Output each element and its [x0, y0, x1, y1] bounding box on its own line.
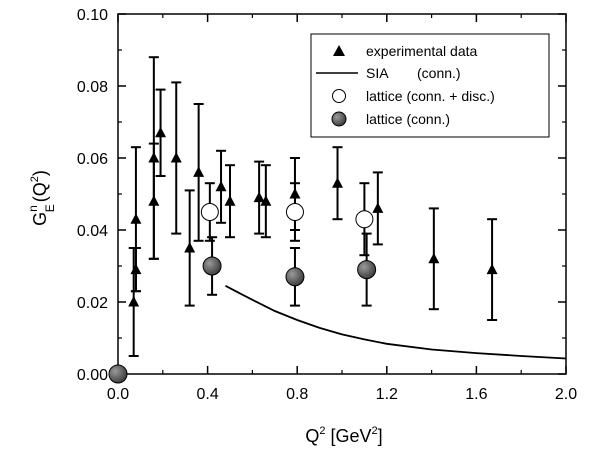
- exp-triangle-point: [332, 177, 344, 188]
- lattice-filled-circle-point: [108, 364, 128, 384]
- y-axis-title-rest: (Q: [30, 182, 50, 202]
- exp-triangle-point: [372, 202, 384, 213]
- y-tick-labels: 0.00 0.02 0.04 0.06 0.08 0.10: [77, 7, 108, 384]
- y-tick-label: 0.08: [77, 79, 108, 96]
- legend: experimental data SIA (conn.) lattice (c…: [310, 33, 550, 138]
- exp-triangle-point: [486, 263, 498, 275]
- legend-filled-circle-icon: [331, 111, 347, 127]
- y-axis-title-sub: E: [43, 204, 57, 212]
- y-tick-label: 0.00: [77, 367, 108, 384]
- x-axis-title-rest: [GeV: [325, 426, 371, 446]
- experimental-data-layer: [128, 56, 498, 357]
- x-tick-label: 0.0: [107, 386, 129, 403]
- x-tick-label: 1.2: [376, 386, 398, 403]
- x-axis-title-end: ]: [378, 426, 383, 446]
- x-axis-title: Q2 [GeV2]: [305, 425, 382, 446]
- legend-sia-label: SIA: [366, 65, 389, 81]
- y-tick-label: 0.04: [77, 223, 108, 240]
- x-tick-label: 0.8: [286, 386, 308, 403]
- y-axis-title-main: G: [30, 212, 50, 226]
- exp-triangle-point: [128, 296, 140, 307]
- lattice-conn-layer: [108, 232, 377, 384]
- x-tick-label: 2.0: [555, 386, 577, 403]
- legend-lattice-conn-disc-label: lattice (conn. + disc.): [366, 88, 495, 104]
- exp-triangle-point: [170, 152, 182, 163]
- sia-curve: [225, 285, 567, 360]
- lattice-open-circle-point: [285, 203, 304, 221]
- legend-triangle-icon: [333, 45, 345, 56]
- legend-open-circle-icon: [332, 89, 346, 103]
- x-axis-title-sup2: 2: [372, 425, 378, 437]
- exp-triangle-point: [184, 242, 196, 253]
- x-tick-label: 0.4: [196, 386, 218, 403]
- legend-sia-annotation: (conn.): [417, 65, 461, 81]
- x-tick-labels: 0.0 0.4 0.8 1.2 1.6 2.0: [107, 386, 577, 403]
- lattice-open-circle-point: [355, 210, 374, 229]
- x-axis-title-sup: 2: [319, 425, 325, 437]
- exp-triangle-point: [148, 152, 160, 163]
- lattice-filled-circle-point: [357, 260, 377, 280]
- exp-triangle-point: [260, 195, 272, 206]
- y-tick-label: 0.02: [77, 295, 108, 312]
- lattice-conn-disc-layer: [200, 182, 374, 257]
- exp-triangle-point: [215, 180, 227, 192]
- exp-triangle-point: [130, 263, 142, 275]
- exp-triangle-point: [155, 126, 167, 138]
- sia-curve-layer: [225, 285, 567, 360]
- exp-triangle-point: [193, 166, 205, 177]
- legend-box: [310, 33, 550, 138]
- y-axis-title-end: ): [30, 170, 50, 176]
- exp-triangle-point: [130, 213, 142, 224]
- y-axis-title-sup: n: [26, 205, 40, 212]
- exp-triangle-point: [253, 191, 265, 203]
- x-tick-label: 1.6: [465, 386, 487, 403]
- y-tick-label: 0.06: [77, 151, 108, 168]
- exp-triangle-point: [428, 252, 440, 264]
- y-tick-label: 0.10: [77, 7, 108, 24]
- y-axis-title-sup2: 2: [29, 176, 41, 182]
- y-axis-title: Gn E (Q2): [26, 170, 57, 226]
- lattice-open-circle-point: [200, 203, 219, 221]
- legend-lattice-conn-label: lattice (conn.): [366, 111, 450, 127]
- lattice-filled-circle-point: [285, 267, 305, 287]
- x-axis-title-main: Q: [305, 426, 319, 446]
- legend-experimental-label: experimental data: [366, 43, 478, 59]
- lattice-filled-circle-point: [202, 256, 222, 276]
- exp-triangle-point: [224, 195, 236, 206]
